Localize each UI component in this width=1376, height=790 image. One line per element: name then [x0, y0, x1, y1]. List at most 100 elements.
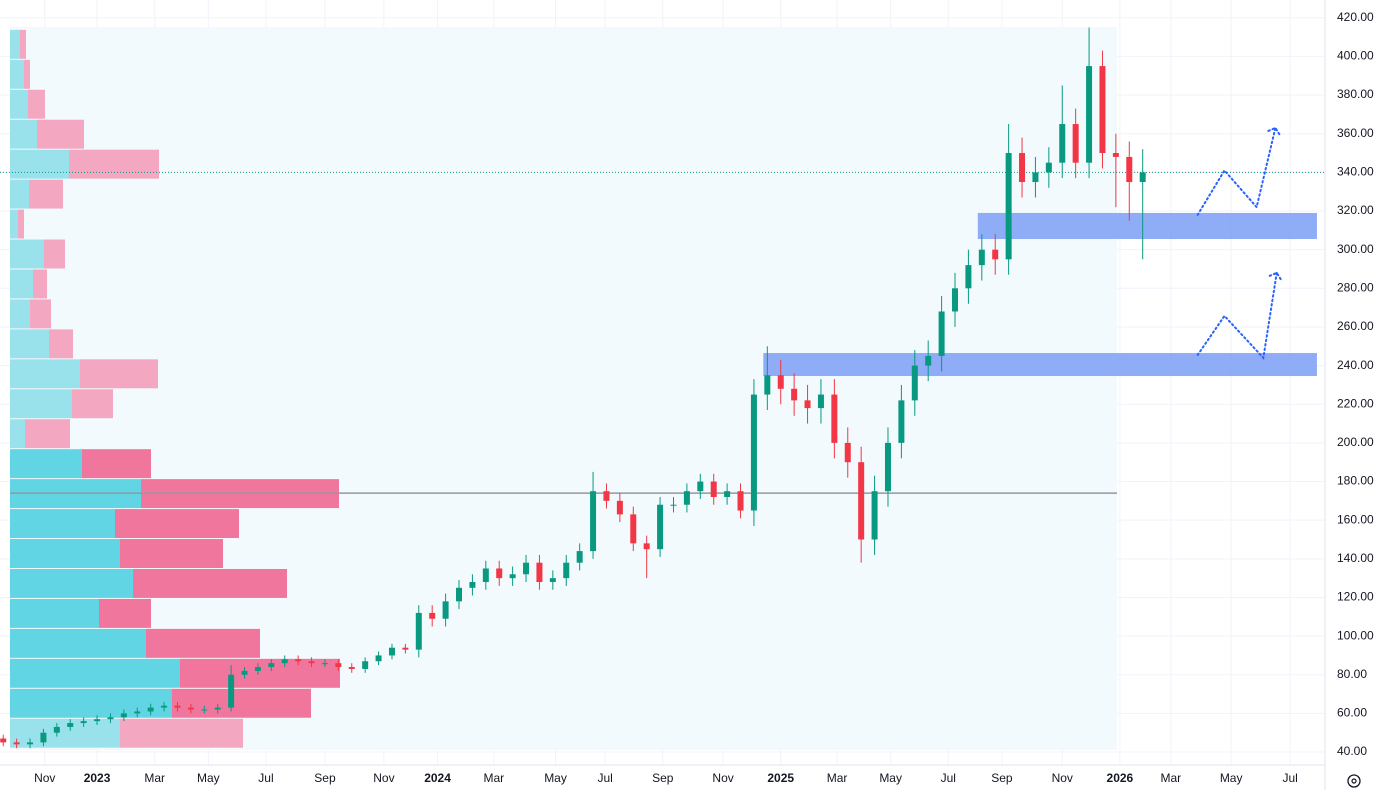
candle-body — [616, 500, 623, 515]
candle-body — [442, 601, 449, 619]
candle-body — [683, 491, 690, 505]
y-tick-label: 160.00 — [1337, 512, 1374, 526]
candle-body — [281, 659, 288, 664]
candle-body — [670, 504, 677, 506]
x-tick-label: 2023 — [84, 771, 111, 785]
y-tick-label: 420.00 — [1337, 10, 1374, 24]
profile-down — [69, 149, 159, 179]
candle-body — [1112, 153, 1119, 157]
candle-body — [134, 711, 141, 714]
candle-body — [94, 719, 101, 722]
candle-body — [911, 365, 918, 401]
candle-body — [1139, 172, 1146, 183]
candle-body — [697, 481, 704, 492]
y-tick-label: 120.00 — [1337, 590, 1374, 604]
profile-down — [37, 119, 84, 149]
candle-body — [308, 661, 315, 664]
settings-icon[interactable] — [1347, 774, 1361, 788]
profile-up — [10, 598, 99, 628]
candle-body — [0, 738, 7, 743]
y-tick-label: 220.00 — [1337, 396, 1374, 410]
candle-body — [965, 265, 972, 289]
candle-body — [147, 707, 154, 712]
candle-body — [1059, 124, 1066, 163]
profile-up — [10, 239, 44, 269]
profile-down — [120, 539, 223, 568]
candle-body — [871, 491, 878, 540]
candle-body — [482, 568, 489, 583]
candle-body — [321, 663, 328, 665]
profile-down — [30, 299, 51, 329]
x-tick-label: Nov — [373, 771, 394, 785]
candle-body — [496, 568, 503, 579]
x-tick-label: Jul — [258, 771, 273, 785]
x-tick-label: 2026 — [1107, 771, 1134, 785]
candle-body — [737, 491, 744, 511]
profile-down — [24, 59, 30, 89]
profile-up — [10, 419, 25, 449]
candle-body — [214, 707, 221, 710]
x-tick-label: Mar — [484, 771, 505, 785]
x-tick-label: May — [544, 771, 567, 785]
candle-body — [1019, 153, 1026, 183]
candle-body — [750, 394, 757, 511]
candle-body — [925, 355, 932, 366]
candle-body — [1126, 156, 1133, 183]
x-tick-label: Sep — [652, 771, 674, 785]
candle-body — [509, 574, 516, 579]
profile-down — [33, 269, 47, 299]
profile-up — [10, 179, 29, 209]
candle-body — [657, 504, 664, 550]
profile-up — [10, 509, 115, 539]
candle-body — [268, 663, 275, 668]
profile-up — [10, 628, 146, 658]
y-tick-label: 340.00 — [1337, 165, 1374, 179]
x-tick-label: 2025 — [767, 771, 794, 785]
y-tick-label: 200.00 — [1337, 435, 1374, 449]
profile-up — [10, 119, 37, 149]
candle-body — [952, 288, 959, 312]
profile-down — [20, 29, 26, 59]
x-tick-label: Jul — [1282, 771, 1297, 785]
profile-down — [18, 209, 24, 239]
profile-up — [10, 29, 20, 59]
x-tick-label: Nov — [712, 771, 733, 785]
candle-body — [174, 705, 181, 708]
candle-body — [388, 647, 395, 656]
candle-body — [469, 582, 476, 588]
candle-body — [590, 491, 597, 552]
profile-down — [172, 688, 311, 718]
profile-up — [10, 688, 172, 718]
profile-down — [72, 389, 113, 419]
candle-body — [429, 612, 436, 619]
y-tick-label: 280.00 — [1337, 280, 1374, 294]
profile-up — [10, 59, 24, 89]
candle-body — [992, 249, 999, 260]
y-tick-label: 240.00 — [1337, 358, 1374, 372]
candle-body — [107, 717, 114, 720]
candle-body — [576, 551, 583, 563]
arrow-head — [1267, 126, 1282, 137]
profile-down — [25, 419, 70, 449]
y-tick-label: 100.00 — [1337, 628, 1374, 642]
x-tick-label: May — [197, 771, 220, 785]
profile-up — [10, 89, 28, 119]
x-tick-label: Nov — [1052, 771, 1073, 785]
profile-up — [10, 329, 49, 359]
profile-down — [146, 628, 260, 658]
candle-body — [53, 726, 60, 733]
candle-body — [777, 375, 784, 389]
profile-down — [82, 449, 151, 479]
settings-ring — [1347, 774, 1361, 788]
candle-body — [563, 562, 570, 579]
y-tick-label: 40.00 — [1337, 744, 1367, 758]
candle-body — [1072, 124, 1079, 163]
candle-body — [884, 442, 891, 492]
settings-core — [1351, 778, 1357, 784]
y-tick-label: 320.00 — [1337, 203, 1374, 217]
candle-body — [858, 462, 865, 540]
x-tick-label: Nov — [34, 771, 55, 785]
candle-body — [1099, 66, 1106, 154]
candle-body — [375, 655, 382, 662]
